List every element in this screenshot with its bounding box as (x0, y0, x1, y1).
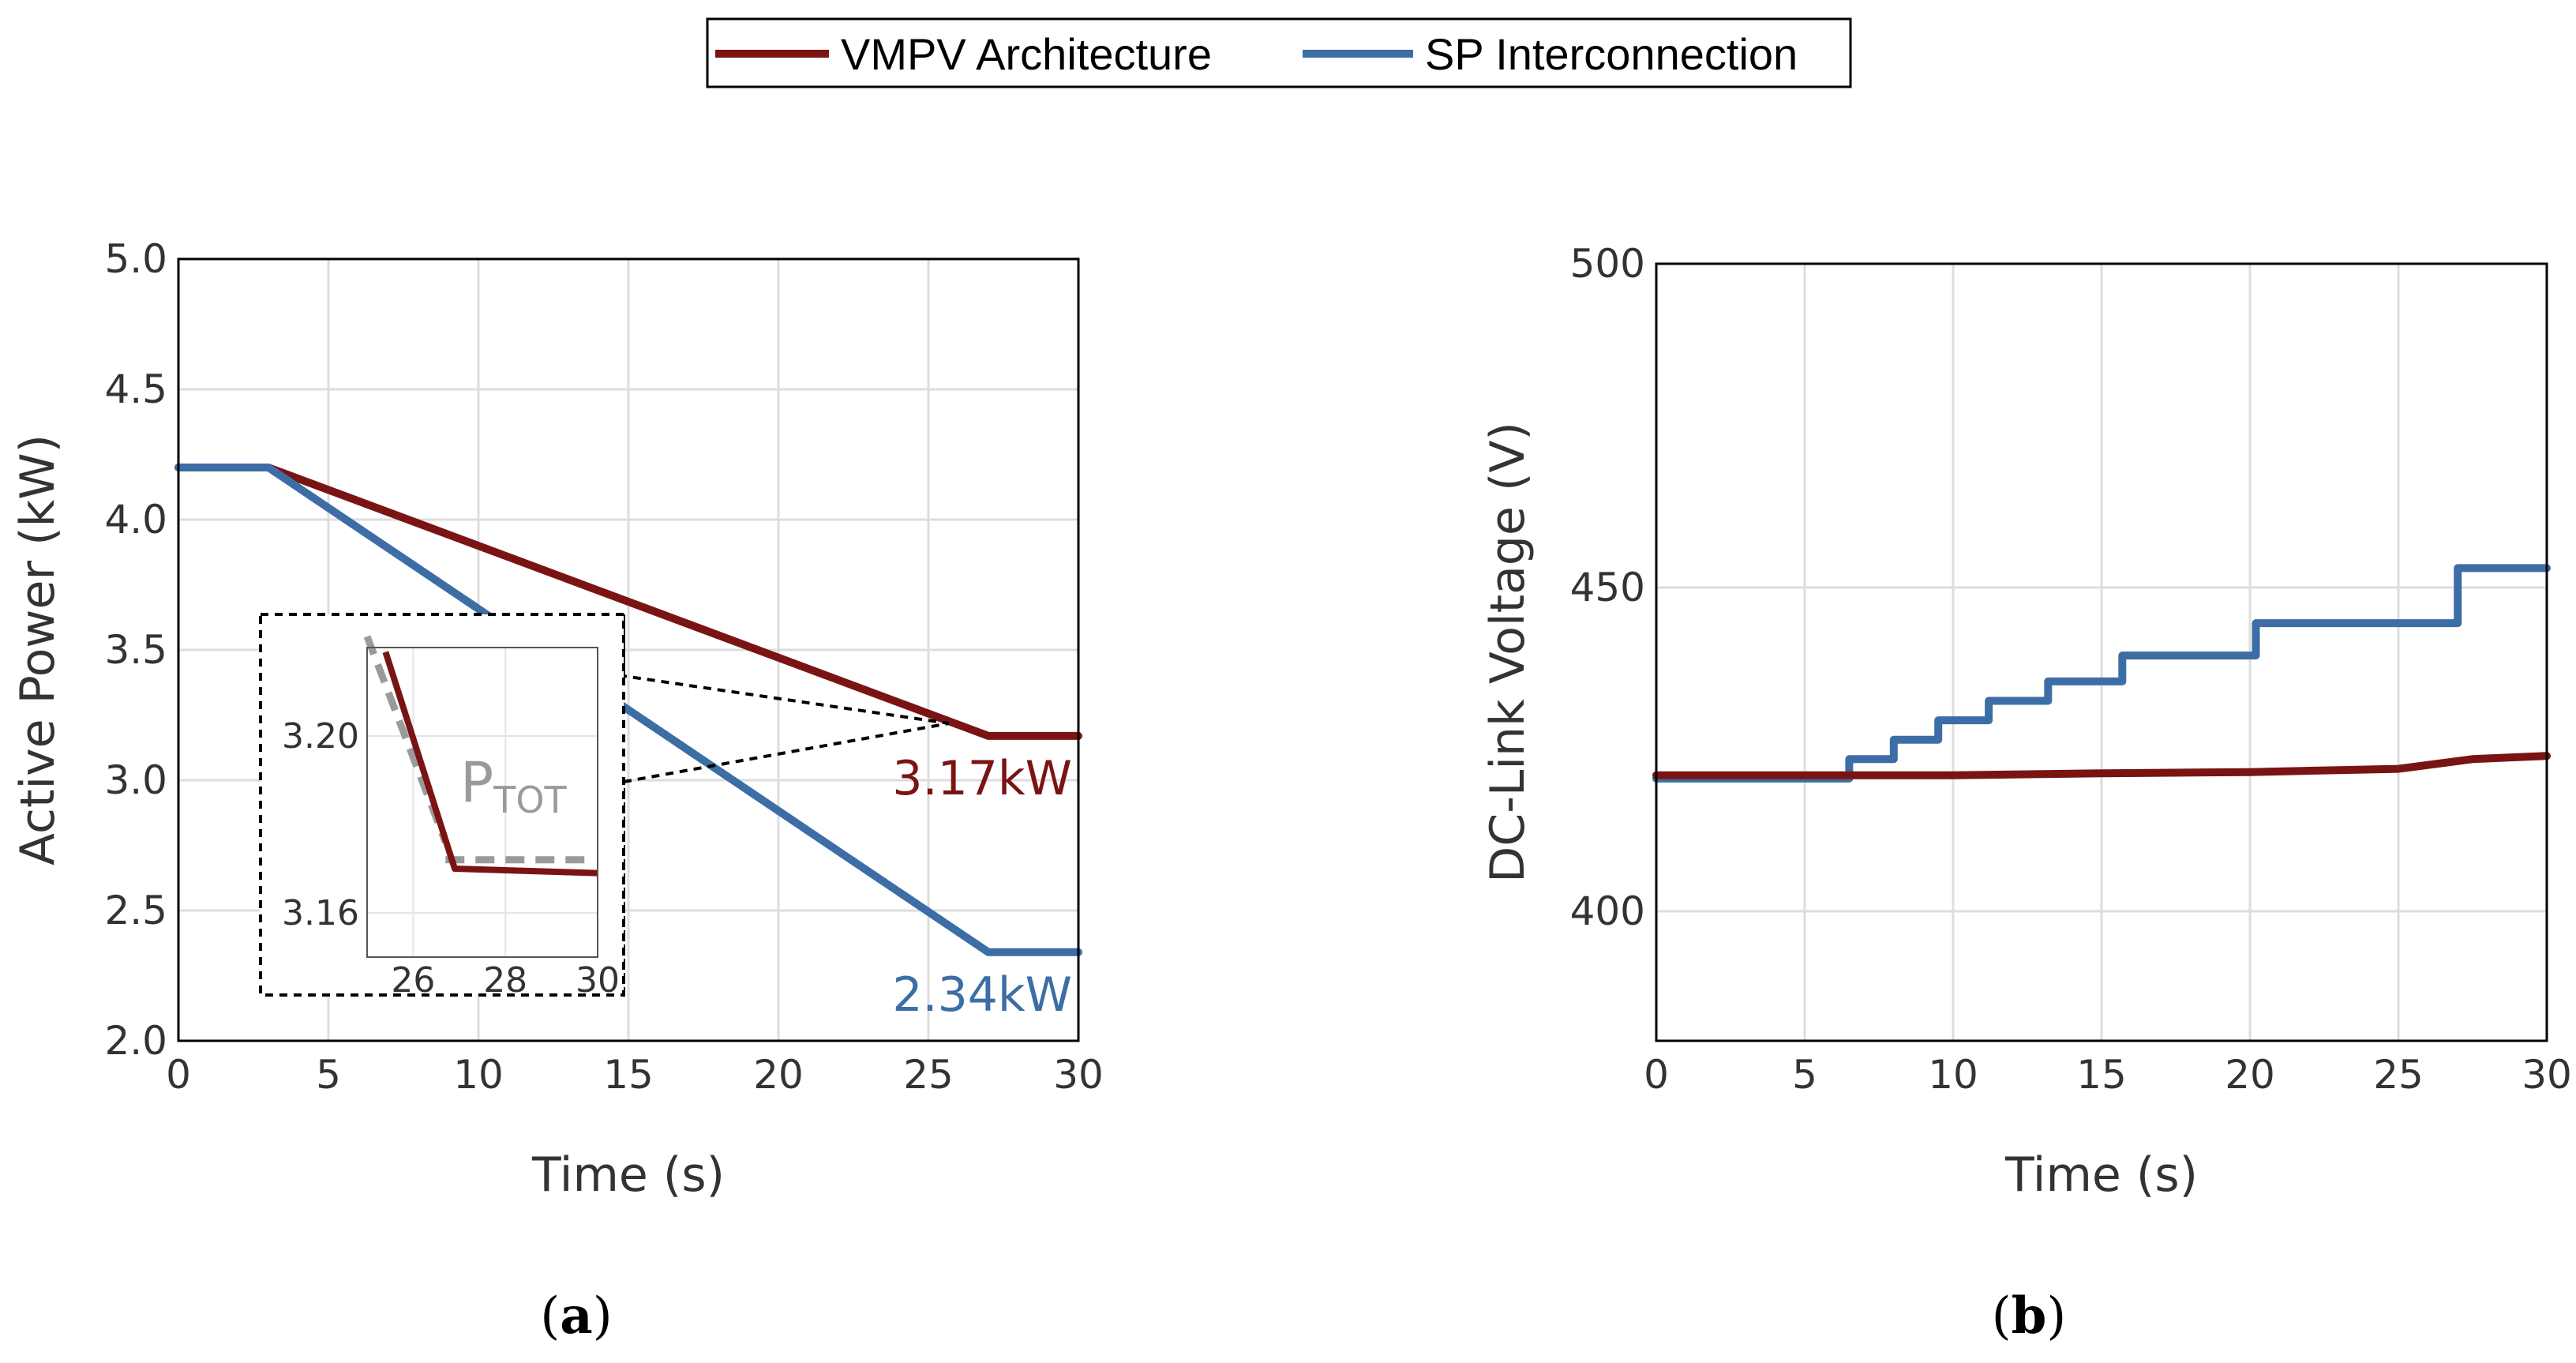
inset-series (363, 635, 598, 877)
chart-a-plot-frame (177, 257, 1080, 1042)
inset-xticks: 26 28 30 (391, 960, 620, 1001)
inset-box (259, 613, 625, 997)
chart-b-ytick-2: 500 (1570, 241, 1645, 287)
chart-b-xticks: 0 5 10 15 20 25 30 (1644, 1052, 2572, 1098)
panel-label-a: (a) (540, 1286, 612, 1346)
inset: 26 28 30 3.16 3.20 PTOT (259, 613, 625, 1001)
chart-a-ytick-4: 4.0 (104, 497, 167, 543)
panel-label-b: (b) (1992, 1286, 2067, 1346)
chart-a-ytick-6: 5.0 (104, 236, 167, 282)
legend-label-sp: SP Interconnection (1425, 29, 1798, 79)
inset-ytick-0: 3.16 (282, 893, 359, 933)
inset-xtick-2: 30 (576, 960, 620, 1001)
inset-yticks: 3.16 3.20 (282, 716, 359, 933)
chart-b-series-sp-interconnection (1652, 564, 2551, 783)
inset-xtick-1: 28 (483, 960, 527, 1001)
chart-a-xticks: 0 5 10 15 20 25 30 (166, 1052, 1104, 1098)
chart-b-xtick-5: 25 (2373, 1052, 2424, 1098)
inset-series-vmpv (382, 651, 598, 877)
chart-b-xtick-2: 10 (1928, 1052, 1978, 1098)
chart-a-xtick-3: 15 (603, 1052, 654, 1098)
chart-a-xtick-0: 0 (166, 1052, 191, 1098)
chart-b-series-vmpv-architecture (1652, 752, 2551, 779)
chart-b-xtick-0: 0 (1644, 1052, 1669, 1098)
chart-a-series-sp-interconnection (174, 464, 1082, 956)
chart-a-ylabel: Active Power (kW) (10, 434, 66, 865)
chart-b-xtick-6: 30 (2522, 1052, 2572, 1098)
legend: VMPV Architecture SP Interconnection (706, 17, 1852, 88)
chart-a-xlabel: Time (s) (531, 1147, 725, 1203)
chart-a-yticks: 2.0 2.5 3.0 3.5 4.0 4.5 5.0 (104, 236, 167, 1064)
legend-label-vmpv: VMPV Architecture (841, 29, 1212, 79)
legend-frame (706, 17, 1852, 88)
chart-a-ytick-5: 4.5 (104, 366, 167, 412)
chart-b-plot-frame (1655, 262, 2548, 1042)
ptot-label: PTOT (460, 750, 568, 821)
annotation-sp-final: 2.34kW (892, 967, 1072, 1023)
chart-b-ylabel: DC-Link Voltage (V) (1480, 422, 1535, 883)
chart-b-ytick-0: 400 (1570, 888, 1645, 934)
chart-a-ytick-3: 3.5 (104, 627, 167, 673)
inset-xtick-0: 26 (391, 960, 435, 1001)
chart-b-xtick-3: 15 (2076, 1052, 2127, 1098)
chart-a-ytick-1: 2.5 (104, 888, 167, 933)
chart-a-ytick-0: 2.0 (104, 1018, 167, 1064)
inset-plot-frame (366, 647, 598, 958)
chart-b-xtick-1: 5 (1792, 1052, 1817, 1098)
chart-b: 0 5 10 15 20 25 30 400 450 500 Time (s) DC-Link … (1480, 241, 2572, 1346)
chart-a: 0 5 10 15 20 25 30 2.0 2.5 3.0 3.5 4.0 4.5 5.0 Time … (10, 236, 1104, 1346)
chart-a-ytick-2: 3.0 (104, 757, 167, 803)
chart-b-ytick-1: 450 (1570, 565, 1645, 610)
annotation-vmpv-final: 3.17kW (892, 751, 1072, 806)
chart-a-xtick-5: 25 (903, 1052, 954, 1098)
chart-a-xtick-2: 10 (453, 1052, 504, 1098)
chart-b-yticks: 400 450 500 (1570, 241, 1645, 934)
chart-b-series (1652, 564, 2551, 783)
chart-b-xtick-4: 20 (2225, 1052, 2275, 1098)
chart-b-xlabel: Time (s) (2004, 1147, 2198, 1203)
chart-a-series (174, 464, 1082, 956)
chart-a-xtick-6: 30 (1053, 1052, 1104, 1098)
chart-a-xtick-4: 20 (753, 1052, 804, 1098)
inset-ytick-1: 3.20 (282, 716, 359, 757)
chart-a-xtick-1: 5 (316, 1052, 341, 1098)
chart-b-grid (1655, 262, 2548, 1041)
